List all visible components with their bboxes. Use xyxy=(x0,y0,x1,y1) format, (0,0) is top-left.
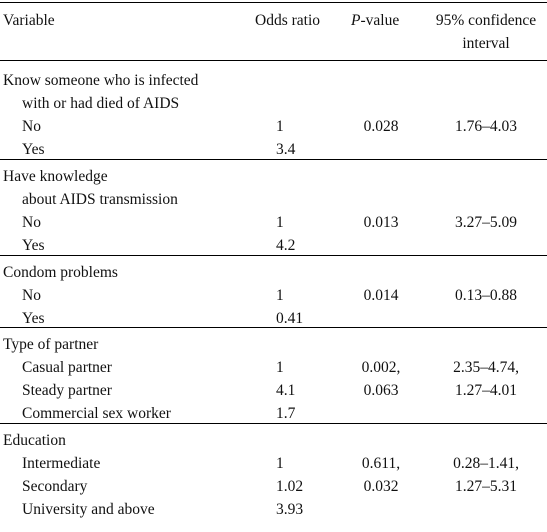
odds-ratio-cell: 1 xyxy=(276,214,284,231)
header-variable: Variable xyxy=(3,12,55,29)
odds-ratio-cell: 1 xyxy=(276,118,284,135)
section-title: Education xyxy=(3,432,66,449)
confidence-interval-cell: 2.35–4.74, xyxy=(453,359,519,376)
row-label: Yes xyxy=(22,237,45,254)
confidence-interval-cell: 1.76–4.03 xyxy=(455,118,517,135)
odds-ratio-cell: 1.7 xyxy=(276,405,296,422)
section-title: Have knowledge xyxy=(3,168,108,185)
p-value-cell: 0.611, xyxy=(361,455,401,472)
header-p-italic: P xyxy=(351,12,361,29)
row-label: Steady partner xyxy=(22,382,112,399)
header-rule xyxy=(0,60,547,61)
confidence-interval-cell: 0.13–0.88 xyxy=(455,287,517,304)
confidence-interval-cell: 1.27–5.31 xyxy=(455,478,517,495)
row-label: No xyxy=(22,214,41,231)
odds-ratio-cell: 3.4 xyxy=(276,141,296,158)
section-rule xyxy=(0,255,547,256)
row-label: University and above xyxy=(22,501,155,518)
header-ci-line1: 95% confidence xyxy=(435,12,537,29)
odds-ratio-cell: 4.1 xyxy=(276,382,296,399)
row-label: Intermediate xyxy=(22,455,101,472)
odds-ratio-cell: 4.2 xyxy=(276,237,296,254)
confidence-interval-cell: 0.28–1.41, xyxy=(453,455,519,472)
odds-ratio-cell: 1 xyxy=(276,287,284,304)
top-rule xyxy=(0,2,547,3)
section-rule xyxy=(0,423,547,424)
section-title: about AIDS transmission xyxy=(22,191,178,208)
header-p-rest: -value xyxy=(360,12,400,29)
p-value-cell: 0.014 xyxy=(363,287,399,304)
row-label: Secondary xyxy=(22,478,88,495)
p-value-cell: 0.028 xyxy=(363,118,399,135)
odds-ratio-cell: 1.02 xyxy=(276,478,304,495)
row-label: Yes xyxy=(22,310,45,327)
odds-ratio-cell: 3.93 xyxy=(276,501,304,518)
odds-ratio-cell: 0.41 xyxy=(276,310,304,327)
section-title: Know someone who is infected xyxy=(3,72,199,89)
p-value-cell: 0.013 xyxy=(363,214,399,231)
p-value-cell: 0.002, xyxy=(361,359,401,376)
header-ci-line2: interval xyxy=(462,35,510,52)
confidence-interval-cell: 1.27–4.01 xyxy=(455,382,517,399)
section-title: Type of partner xyxy=(3,336,99,353)
p-value-cell: 0.063 xyxy=(363,382,399,399)
confidence-interval-cell: 3.27–5.09 xyxy=(455,214,517,231)
section-title: Condom problems xyxy=(3,264,118,281)
section-rule xyxy=(0,327,547,328)
p-value-cell: 0.032 xyxy=(363,478,399,495)
row-label: No xyxy=(22,118,41,135)
odds-ratio-cell: 1 xyxy=(276,359,284,376)
row-label: Casual partner xyxy=(22,359,112,376)
row-label: No xyxy=(22,287,41,304)
row-label: Commercial sex worker xyxy=(22,405,171,422)
header-p-value: P-value xyxy=(351,12,399,30)
row-label: Yes xyxy=(22,141,45,158)
section-rule xyxy=(0,159,547,160)
section-title: with or had died of AIDS xyxy=(22,95,180,112)
header-odds-ratio: Odds ratio xyxy=(255,12,321,29)
odds-ratio-cell: 1 xyxy=(276,455,284,472)
